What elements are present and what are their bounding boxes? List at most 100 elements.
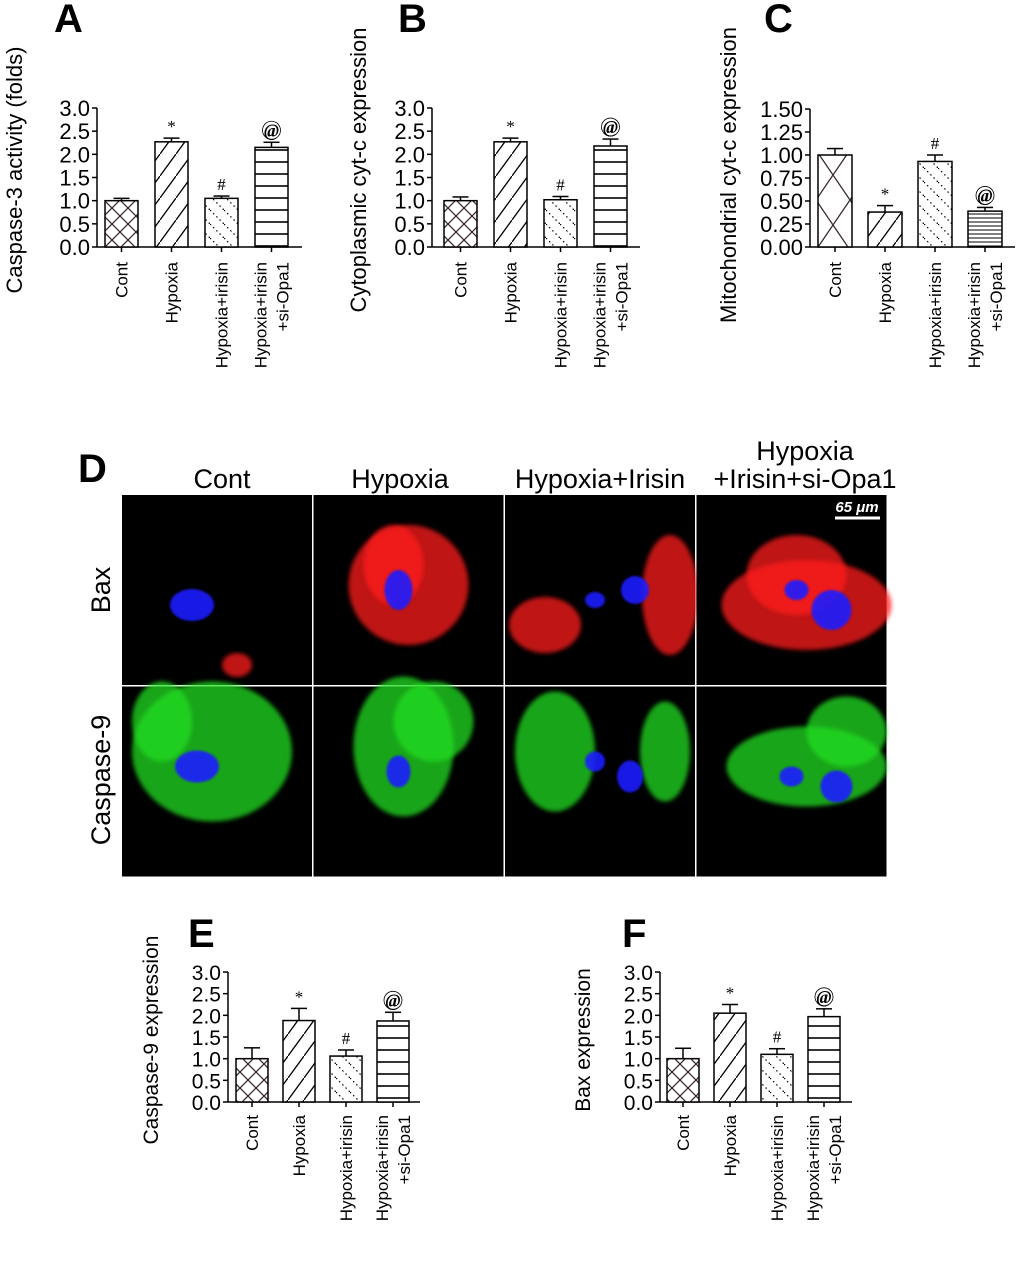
category-label: +si-Opa1: [826, 1115, 845, 1184]
bar: [967, 210, 1003, 248]
category-label: Hypoxia+irisin: [213, 262, 232, 368]
y-tick-label: 1.50: [760, 97, 803, 122]
bar: [543, 198, 578, 248]
y-tick-label: 1.25: [760, 120, 803, 145]
category-label: Cont: [674, 1115, 693, 1151]
chart-f: F Bax expression 0.00.51.01.52.02.53.0 Cont…: [572, 912, 852, 1221]
micrograph-caspase-9-hypoxia-irisin: [505, 686, 695, 877]
significance-marker: *: [167, 117, 176, 136]
y-tick-label: 3.0: [59, 96, 90, 121]
significance-marker-circle: [814, 987, 834, 1007]
nucleus: [621, 576, 649, 604]
micrograph-bax-hypoxia: [313, 495, 504, 685]
y-tick-label: 0.5: [192, 1070, 221, 1093]
significance-marker: *: [506, 117, 515, 136]
significance-marker: @: [264, 120, 279, 140]
significance-marker: #: [773, 1028, 782, 1047]
panel-letter: F: [622, 912, 646, 956]
bar: [235, 1057, 269, 1103]
y-tick-label: 1.5: [192, 1027, 221, 1050]
micrograph-bax-hypoxia-irisin: [505, 495, 698, 685]
significance-marker-circle: [383, 990, 403, 1010]
y-tick-label: 0.25: [760, 212, 803, 237]
category-label: +si-Opa1: [274, 262, 293, 331]
y-tick-label: 1.0: [394, 189, 425, 214]
y-tick-label: 0.5: [624, 1070, 653, 1093]
y-tick-label: 0.00: [760, 235, 803, 260]
bar: [493, 141, 528, 248]
y-axis-label: Caspase-9 expression: [140, 936, 163, 1145]
nucleus: [170, 589, 214, 621]
significance-marker: *: [726, 984, 735, 1003]
y-tick-label: 2.5: [624, 984, 653, 1007]
bar: [154, 141, 189, 248]
bar: [917, 160, 953, 248]
y-tick-label: 1.0: [192, 1049, 221, 1072]
significance-marker: *: [295, 987, 304, 1006]
y-tick-label: 1.5: [624, 1027, 653, 1050]
bar: [807, 1015, 841, 1103]
y-tick-label: 0.0: [192, 1092, 221, 1115]
micrograph-caspase-9-hypoxia-irisin-si-opa1: [696, 686, 887, 877]
stain-signal: [640, 701, 690, 802]
microscopy-panel-d: D Cont Hypoxia Hypoxia+IrisinHypoxia+Irisin…: [78, 436, 897, 877]
significance-marker: *: [881, 185, 890, 204]
category-label: Hypoxia+irisin: [552, 262, 571, 368]
micrograph-caspase-9-cont: [122, 681, 312, 877]
category-label: Hypoxia+irisin: [804, 1115, 823, 1221]
significance-marker: @: [386, 990, 401, 1010]
column-label: Cont: [193, 464, 251, 494]
bar: [713, 1012, 747, 1103]
bar: [867, 211, 903, 248]
column-label: Hypoxia+Irisin: [515, 464, 685, 494]
bar: [666, 1057, 700, 1103]
nucleus: [779, 766, 804, 787]
significance-marker-circle: [601, 117, 620, 137]
nucleus: [820, 770, 853, 803]
category-label: Hypoxia+irisin: [337, 1115, 356, 1221]
category-label: Hypoxia: [290, 1114, 309, 1176]
y-tick-label: 1.00: [760, 143, 803, 168]
bar: [443, 199, 478, 248]
significance-marker-circle: [262, 120, 281, 140]
y-tick-label: 2.0: [59, 142, 90, 167]
y-tick-label: 0.0: [59, 235, 90, 260]
panel-letter: A: [54, 0, 83, 41]
category-label: Hypoxia+irisin: [965, 262, 984, 368]
nucleus: [811, 590, 852, 630]
y-axis-label: Mitochondrial cyt-c expression: [716, 27, 741, 323]
column-label: +Irisin+si-Opa1: [713, 464, 896, 494]
significance-marker: @: [978, 185, 993, 205]
bar: [104, 199, 139, 248]
category-label: Hypoxia: [163, 261, 182, 323]
chart-b: B Cytoplasmic cyt-c expression 0.00.51.01.…: [346, 0, 640, 368]
nucleus: [585, 592, 605, 608]
y-axis-label: Bax expression: [572, 968, 595, 1112]
y-tick-label: 0.0: [624, 1092, 653, 1115]
significance-marker: #: [342, 1029, 351, 1048]
y-tick-label: 0.75: [760, 166, 803, 191]
category-label: Hypoxia: [876, 261, 895, 323]
y-tick-label: 0.0: [394, 235, 425, 260]
panel-letter: C: [764, 0, 793, 41]
significance-marker: @: [603, 117, 618, 137]
y-tick-label: 3.0: [394, 96, 425, 121]
y-axis-label: Cytoplasmic cyt-c expression: [346, 28, 371, 313]
row-label: Bax: [86, 566, 116, 613]
micrograph-bax-cont: [122, 495, 312, 685]
stain-signal: [515, 691, 595, 812]
bar: [376, 1020, 410, 1103]
y-tick-label: 2.5: [394, 119, 425, 144]
bar: [254, 146, 289, 248]
category-label: +si-Opa1: [395, 1115, 414, 1184]
category-label: Cont: [826, 262, 845, 298]
y-tick-label: 1.5: [394, 166, 425, 191]
nucleus: [585, 751, 605, 772]
stain-signal: [393, 681, 474, 762]
stain-signal: [222, 653, 252, 677]
category-label: +si-Opa1: [987, 262, 1006, 331]
panel-letter: B: [398, 0, 427, 41]
category-label: Hypoxia: [502, 261, 521, 323]
